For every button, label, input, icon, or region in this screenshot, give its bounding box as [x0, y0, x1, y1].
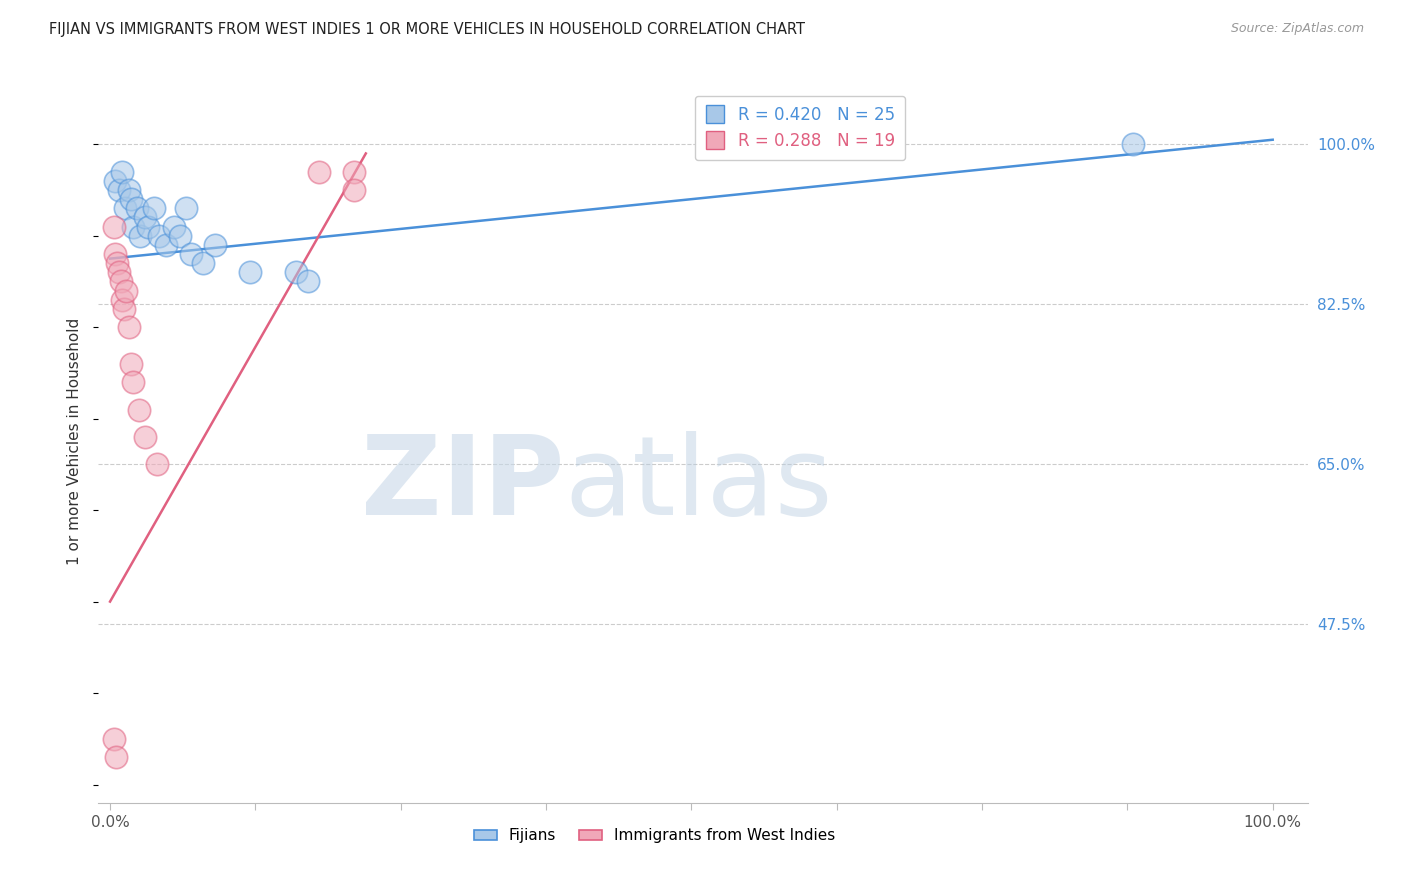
Point	[104, 247, 127, 261]
Point	[114, 202, 136, 216]
Point	[111, 165, 134, 179]
Point	[343, 165, 366, 179]
Point	[120, 357, 142, 371]
Point	[104, 750, 127, 764]
Point	[204, 238, 226, 252]
Point	[143, 202, 166, 216]
Point	[174, 202, 197, 216]
Point	[134, 211, 156, 225]
Point	[191, 256, 214, 270]
Point	[108, 183, 131, 197]
Point	[118, 320, 141, 334]
Point	[138, 219, 160, 234]
Point	[163, 219, 186, 234]
Point	[122, 375, 145, 389]
Point	[239, 265, 262, 279]
Point	[155, 238, 177, 252]
Point	[103, 731, 125, 746]
Point	[169, 228, 191, 243]
Point	[111, 293, 134, 307]
Point	[118, 183, 141, 197]
Point	[285, 265, 308, 279]
Point	[128, 402, 150, 417]
Point	[134, 430, 156, 444]
Point	[762, 137, 785, 152]
Point	[115, 284, 138, 298]
Point	[129, 228, 152, 243]
Point	[125, 202, 148, 216]
Y-axis label: 1 or more Vehicles in Household: 1 or more Vehicles in Household	[67, 318, 83, 566]
Legend: Fijians, Immigrants from West Indies: Fijians, Immigrants from West Indies	[468, 822, 842, 849]
Text: atlas: atlas	[564, 432, 832, 539]
Point	[104, 174, 127, 188]
Point	[112, 301, 135, 316]
Point	[108, 265, 131, 279]
Point	[297, 275, 319, 289]
Point	[120, 192, 142, 206]
Point	[180, 247, 202, 261]
Text: ZIP: ZIP	[360, 432, 564, 539]
Point	[105, 256, 128, 270]
Point	[148, 228, 170, 243]
Point	[103, 219, 125, 234]
Point	[122, 219, 145, 234]
Point	[145, 458, 167, 472]
Point	[110, 275, 132, 289]
Text: FIJIAN VS IMMIGRANTS FROM WEST INDIES 1 OR MORE VEHICLES IN HOUSEHOLD CORRELATIO: FIJIAN VS IMMIGRANTS FROM WEST INDIES 1 …	[49, 22, 806, 37]
Point	[1122, 137, 1144, 152]
Point	[308, 165, 330, 179]
Text: Source: ZipAtlas.com: Source: ZipAtlas.com	[1230, 22, 1364, 36]
Point	[343, 183, 366, 197]
